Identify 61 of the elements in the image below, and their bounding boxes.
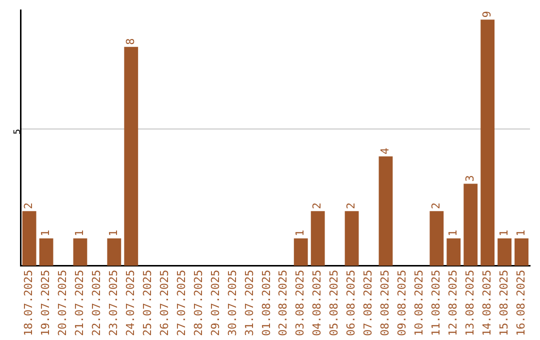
x-tick-label: 06.08.2025 bbox=[344, 270, 358, 336]
data-label: 1 bbox=[107, 230, 120, 236]
bar bbox=[294, 238, 308, 266]
bar bbox=[39, 238, 54, 266]
data-label: 2 bbox=[310, 202, 324, 210]
data-label: 4 bbox=[378, 147, 392, 154]
data-label: 1 bbox=[514, 230, 528, 236]
bar bbox=[22, 211, 36, 266]
bar bbox=[498, 238, 512, 266]
x-tick-label: 10.08.2025 bbox=[412, 270, 426, 336]
data-label: 2 bbox=[22, 202, 36, 210]
x-tick-label: 02.08.2025 bbox=[276, 270, 290, 336]
x-tick-label: 18.07.2025 bbox=[22, 270, 36, 336]
data-label: 3 bbox=[463, 175, 476, 182]
bar bbox=[73, 238, 88, 266]
x-tick-label: 25.07.2025 bbox=[140, 270, 154, 336]
x-tick-label: 24.07.2025 bbox=[124, 270, 137, 336]
data-label: 1 bbox=[497, 230, 510, 236]
data-label: 1 bbox=[294, 230, 307, 236]
bar bbox=[107, 238, 122, 266]
x-tick-label: 01.08.2025 bbox=[260, 270, 273, 336]
x-tick-label: 20.07.2025 bbox=[56, 270, 70, 336]
data-label: 1 bbox=[39, 230, 52, 236]
y-tick-label: 5 bbox=[13, 128, 24, 134]
x-tick-label: 04.08.2025 bbox=[310, 270, 324, 336]
x-tick-label: 28.07.2025 bbox=[192, 270, 205, 336]
x-tick-label: 21.07.2025 bbox=[73, 270, 86, 336]
bar bbox=[480, 20, 495, 266]
data-label: 2 bbox=[430, 202, 443, 210]
data-label: 2 bbox=[344, 202, 358, 210]
x-tick-label: 22.07.2025 bbox=[90, 270, 104, 336]
bar bbox=[446, 238, 461, 266]
x-tick-label: 19.07.2025 bbox=[39, 270, 52, 336]
bar bbox=[124, 46, 138, 266]
x-tick-label: 30.07.2025 bbox=[226, 270, 239, 336]
x-tick-label: 15.08.2025 bbox=[497, 270, 510, 336]
x-tick-label: 07.08.2025 bbox=[362, 270, 375, 336]
x-tick-label: 05.08.2025 bbox=[328, 270, 341, 336]
data-label: 8 bbox=[124, 38, 137, 45]
x-tick-label: 13.08.2025 bbox=[463, 270, 476, 336]
x-tick-label: 16.08.2025 bbox=[514, 270, 528, 336]
bar bbox=[310, 211, 325, 266]
x-tick-label: 14.08.2025 bbox=[480, 270, 494, 336]
bar bbox=[378, 156, 393, 266]
x-tick-label: 26.07.2025 bbox=[158, 270, 171, 336]
x-tick-label: 27.07.2025 bbox=[174, 270, 188, 336]
x-tick-label: 08.08.2025 bbox=[378, 270, 392, 336]
x-tick-label: 12.08.2025 bbox=[446, 270, 460, 336]
bar bbox=[514, 238, 528, 266]
x-tick-label: 03.08.2025 bbox=[294, 270, 307, 336]
x-tick-label: 31.07.2025 bbox=[242, 270, 256, 336]
x-tick-label: 11.08.2025 bbox=[430, 270, 443, 336]
data-label: 9 bbox=[480, 10, 494, 18]
x-tick-label: 29.07.2025 bbox=[208, 270, 222, 336]
x-tick-label: 23.07.2025 bbox=[107, 270, 120, 336]
bar bbox=[344, 211, 359, 266]
data-label: 1 bbox=[73, 230, 86, 236]
data-label: 1 bbox=[446, 230, 460, 236]
x-tick-label: 09.08.2025 bbox=[396, 270, 409, 336]
bar bbox=[464, 184, 478, 266]
bar bbox=[430, 211, 444, 266]
